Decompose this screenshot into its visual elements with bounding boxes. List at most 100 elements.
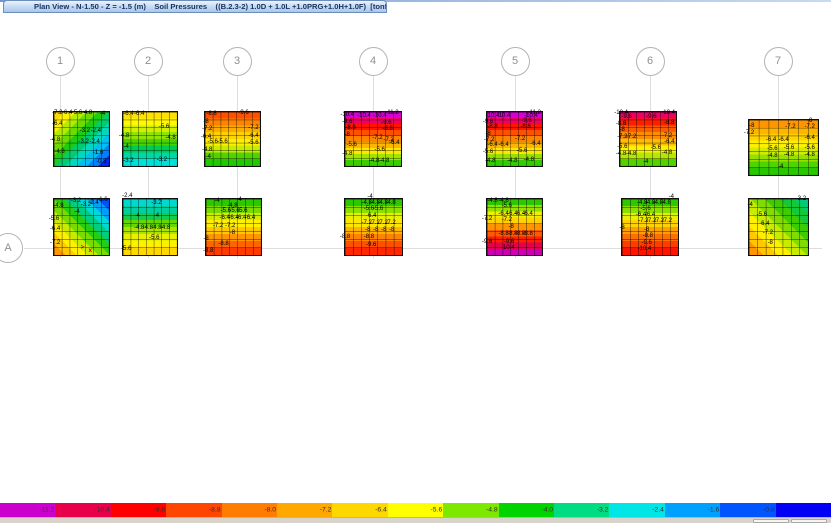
pressure-value-label: -4.8 xyxy=(485,157,496,164)
footing-3-top[interactable]: -8.8 -9.6 -8 -7.2 -7.2 -6.4 -6.4 -5.6 -5.6 -5.6 -4… xyxy=(200,110,261,167)
pressure-value-label: -4.8 xyxy=(626,151,637,158)
grid-bubble-4[interactable]: 4 xyxy=(358,46,388,76)
pressure-value-label: -6.4 xyxy=(778,136,789,143)
pressure-value-label: -5.6 xyxy=(346,142,357,149)
footing-4-top[interactable]: -11.2 -10.4 -10.4 -10.4 -9.6 -9.6 -8.8 -8.8 -8 -7… xyxy=(340,110,402,167)
pressure-value-label: -6.4 xyxy=(487,142,498,149)
pressure-value-label: -7.2 xyxy=(202,126,213,133)
pressure-value-label: -5.6 xyxy=(248,140,259,147)
pressure-value-label: -6.4 xyxy=(200,133,212,140)
column-gridline-6 xyxy=(650,76,651,258)
pressure-value-label: -4 xyxy=(123,143,129,150)
pressure-value-label: -8.8 xyxy=(203,247,214,254)
view-tab-title: Plan View - N-1.50 - Z = -1.5 (m) Soil P… xyxy=(34,2,386,11)
titlebar: Plan View - N-1.50 - Z = -1.5 (m) Soil P… xyxy=(0,0,831,14)
pressure-value-label: -8 xyxy=(203,118,209,125)
pressure-value-label: -7.2 xyxy=(361,220,372,227)
pressure-value-label: -5.6 xyxy=(217,139,228,146)
pressure-value-label: -1.6 xyxy=(97,197,108,204)
pressure-value-label: -8 xyxy=(203,236,209,243)
legend-segment: -4.0 xyxy=(498,503,555,517)
pressure-value-label: -9.6 xyxy=(503,238,515,245)
footing-5-top[interactable]: -11.2 -10.4 -10.4 -10.4 -9.6 -9.6 -8.8 -8.8 -8 -7… xyxy=(483,109,543,167)
pressure-value-label: -11.2 xyxy=(527,109,541,116)
pressure-value-label: -4.8 xyxy=(498,197,509,204)
grid-bubble-2[interactable]: 2 xyxy=(133,46,163,76)
footing-6-top[interactable]: -10.4 -10.4 -9.6 -9.6 -8.8 -8.8 -8 -7.2 -7.2 -7.2… xyxy=(614,110,677,167)
footing-1-top[interactable]: -7.2 -6.4 -5.6 -4.8 -4 -6.4 -4.8 -4.8 -3.2 -2.4 -3… xyxy=(49,110,110,167)
legend-value-label: -8.8 xyxy=(208,506,221,514)
pressure-value-label: -4.8 xyxy=(49,137,61,144)
pressure-value-label: -6.4 xyxy=(530,141,541,148)
pressure-value-label: -8.8 xyxy=(520,124,531,131)
view-tab[interactable]: Plan View - N-1.50 - Z = -1.5 (m) Soil P… xyxy=(3,0,387,13)
pressure-value-label: -7.2 xyxy=(501,217,512,224)
pressure-value-label: -6.4 xyxy=(52,120,63,127)
legend-value-label: -11.2 xyxy=(39,506,55,514)
grid-bubble-6[interactable]: 6 xyxy=(635,46,665,76)
pressure-value-label: -8 xyxy=(508,224,514,230)
footing-7-top[interactable]: -8 -8 -7.2 -7.2 -7.2 -6.4 -6.4 -6.4 -5.6 -5.6 -5.6… xyxy=(744,118,819,176)
grid-bubble-A[interactable]: A xyxy=(0,233,23,263)
pressure-value-label: -6.4 xyxy=(219,215,230,222)
pressure-value-label: -4.8 xyxy=(804,152,815,159)
pressure-value-label: -4.8 xyxy=(661,150,673,157)
warning-mark: > xyxy=(80,244,85,252)
legend-segment: -7.2 xyxy=(277,503,333,517)
pressure-value-label: -7.2 xyxy=(762,229,774,236)
pressure-value-label: -8.8 xyxy=(363,234,375,241)
pressure-value-label: -10.4 xyxy=(501,245,515,252)
pressure-value-label: -4.8 xyxy=(118,132,130,139)
pressure-value-label: -8 xyxy=(381,227,387,234)
legend-segment: -8.8 xyxy=(166,503,222,517)
pressure-value-label: -3.2 xyxy=(151,200,162,207)
pressure-value-label: -6.4 xyxy=(49,226,61,233)
pressure-value-label: -7.2 xyxy=(653,218,665,225)
pressure-value-label: -9.6 xyxy=(481,238,493,245)
pressure-value-label: -6.4 xyxy=(664,139,675,146)
pressure-value-label: -6.4 xyxy=(236,215,247,222)
grid-bubble-1[interactable]: 1 xyxy=(45,46,75,76)
pressure-value-label: -9.6 xyxy=(381,119,392,126)
footing-7-bottom[interactable]: -3.2 -4 -5.6 -6.4 -7.2 -8 xyxy=(748,196,809,256)
statusbar-button[interactable] xyxy=(791,519,827,523)
legend-segment xyxy=(775,503,831,517)
pressure-value-label: -4.8 xyxy=(53,202,64,209)
statusbar-button[interactable] xyxy=(753,519,789,523)
pressure-value-label: -10.4 xyxy=(340,112,355,119)
pressure-value-label: -4.8 xyxy=(342,151,353,158)
footing-5-bottom[interactable]: -4.8 -4.8 -5.6 -6.4 -6.4 -6.4 -6.4 -7.2 -7.2 -8 -8… xyxy=(482,197,543,256)
status-bar xyxy=(0,517,831,523)
footing-2-top[interactable]: -6.4 -6.4 -5.6 -4.8 -4.8 -4 -3.2 -3.2 xyxy=(118,110,178,167)
pressure-value-label: -9.6 xyxy=(646,114,657,121)
grid-bubble-3[interactable]: 3 xyxy=(222,46,252,76)
footing-1-bottom[interactable]: -3.2 -3.2 -2.4 -1.6 -4.8 -4 -5.6 -6.4 -7.2 > x xyxy=(49,197,110,256)
pressure-value-label: -6.4 xyxy=(123,110,134,117)
pressure-value-label: -8 xyxy=(485,130,491,137)
grid-bubble-7[interactable]: 7 xyxy=(763,46,793,76)
pressure-value-label: -5.6 xyxy=(207,139,218,146)
footing-4-bottom[interactable]: -4 -4.8 -4.8 -4.8 -4.8 -5.6 -5.6 -6.4 -7.2 -7.2 -7… xyxy=(340,194,403,256)
pressure-value-label: -10.4 xyxy=(637,246,652,253)
footing-3-bottom[interactable]: -4 -4 -4.8 -5.6 -5.6 -5.6 -6.4 -6.4 -6.4 -6.4 -7.2… xyxy=(203,197,262,256)
footing-6-bottom[interactable]: -4 -4.8 -4.8 -4.8 -4.8 -5.6 -6.4 -6.4 -7.2 -7.2 -7… xyxy=(619,194,679,256)
pressure-value-label: -8.8 xyxy=(507,230,518,237)
warning-mark: x xyxy=(88,246,93,254)
pressure-value-label: -3.2 xyxy=(78,139,89,146)
pressure-value-label: -8.8 xyxy=(522,230,533,237)
pressure-value-label: -4.8 xyxy=(159,225,171,232)
pressure-value-label: -4.8 xyxy=(615,151,627,158)
legend-segment: -8.0 xyxy=(221,503,278,517)
pressure-value-label: -6.4 xyxy=(389,140,400,147)
pressure-value-label: -4.8 xyxy=(385,199,396,206)
pressure-value-label: -10.4 xyxy=(372,113,387,120)
pressure-value-label: -4 xyxy=(74,209,80,216)
pressure-value-label: -3.2 xyxy=(123,157,134,164)
pressure-value-label: -4.8 xyxy=(134,225,145,232)
grid-bubble-5[interactable]: 5 xyxy=(500,46,530,76)
pressure-value-label: -7.2 xyxy=(661,218,672,225)
pressure-value-label: -4 xyxy=(205,154,211,161)
pressure-value-label: -4.8 xyxy=(165,134,176,141)
footing-2-bottom[interactable]: -2.4 -3.2 -4 -4 -4.8 -4.8 -4.8 -4.8 -5.6 -5.6 xyxy=(121,193,178,256)
